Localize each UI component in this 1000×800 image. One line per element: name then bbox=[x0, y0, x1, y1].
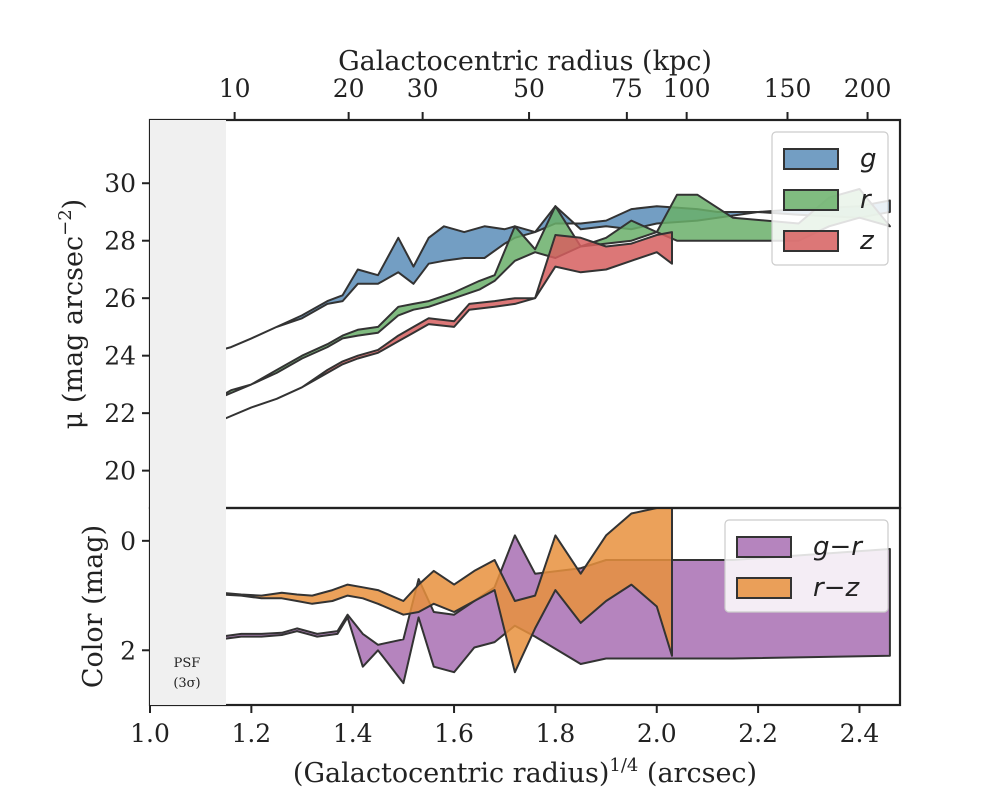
x-tick-label: 1.6 bbox=[434, 719, 474, 748]
legend-swatch bbox=[783, 189, 839, 211]
y-tick-label: 24 bbox=[104, 342, 136, 371]
top-tick-label: 200 bbox=[844, 74, 892, 103]
top-tick-label: 75 bbox=[611, 74, 643, 103]
y-tick-label: 0 bbox=[120, 527, 136, 556]
legend: grz bbox=[771, 131, 889, 266]
x-tick-label: 1.0 bbox=[130, 719, 170, 748]
y-tick-label: 28 bbox=[104, 227, 136, 256]
legend-swatch bbox=[736, 536, 792, 558]
top-tick-label: 30 bbox=[407, 74, 439, 103]
legend-label: g bbox=[860, 144, 877, 174]
y-tick-label: 2 bbox=[120, 636, 136, 665]
legend-label: r bbox=[860, 185, 873, 215]
legend-label: z bbox=[859, 226, 875, 256]
top-tick-label: 50 bbox=[513, 74, 545, 103]
legend-swatch bbox=[783, 148, 839, 170]
surface-brightness-panel: 20 22 24 26 28 30 μ (mag arcsec−2) grz bbox=[55, 118, 902, 510]
y-tick-label: 22 bbox=[104, 399, 136, 428]
x-tick-label: 1.2 bbox=[231, 719, 271, 748]
x-axis-label: (Galactocentric radius)1/4 (arcsec) bbox=[293, 755, 757, 789]
psf-label: PSF bbox=[174, 656, 201, 671]
legend-swatch bbox=[783, 230, 839, 252]
y-tick-label: 30 bbox=[104, 169, 136, 198]
y-axis-label: μ (mag arcsec−2) bbox=[55, 199, 89, 429]
legend: g−r r−z bbox=[724, 519, 889, 613]
color-panel: 0 2 Color (mag) g−r r−z bbox=[78, 506, 902, 707]
y-tick-label: 20 bbox=[104, 457, 136, 486]
plot-area bbox=[150, 508, 891, 685]
psf-sigma-label: (3σ) bbox=[173, 676, 200, 691]
top-axis-ticks: 10 20 30 50 75 100 150 200 bbox=[219, 74, 892, 120]
top-tick-label: 150 bbox=[764, 74, 812, 103]
psf-band bbox=[150, 120, 227, 705]
y-axis-label: Color (mag) bbox=[78, 525, 109, 688]
x-tick-label: 2.4 bbox=[840, 719, 880, 748]
band-z bbox=[150, 231, 673, 455]
top-tick-label: 20 bbox=[333, 74, 365, 103]
legend-label: g−r bbox=[813, 532, 864, 562]
top-axis-label: Galactocentric radius (kpc) bbox=[338, 46, 712, 77]
top-tick-label: 100 bbox=[663, 74, 711, 103]
band-rz bbox=[150, 508, 673, 674]
x-tick-label: 1.8 bbox=[536, 719, 576, 748]
x-tick-label: 2.2 bbox=[738, 719, 778, 748]
top-tick-label: 10 bbox=[219, 74, 251, 103]
x-tick-label: 2.0 bbox=[637, 719, 677, 748]
legend-swatch bbox=[736, 577, 792, 599]
y-tick-label: 26 bbox=[104, 284, 136, 313]
x-tick-label: 1.4 bbox=[333, 719, 373, 748]
legend-label: r−z bbox=[813, 573, 860, 603]
